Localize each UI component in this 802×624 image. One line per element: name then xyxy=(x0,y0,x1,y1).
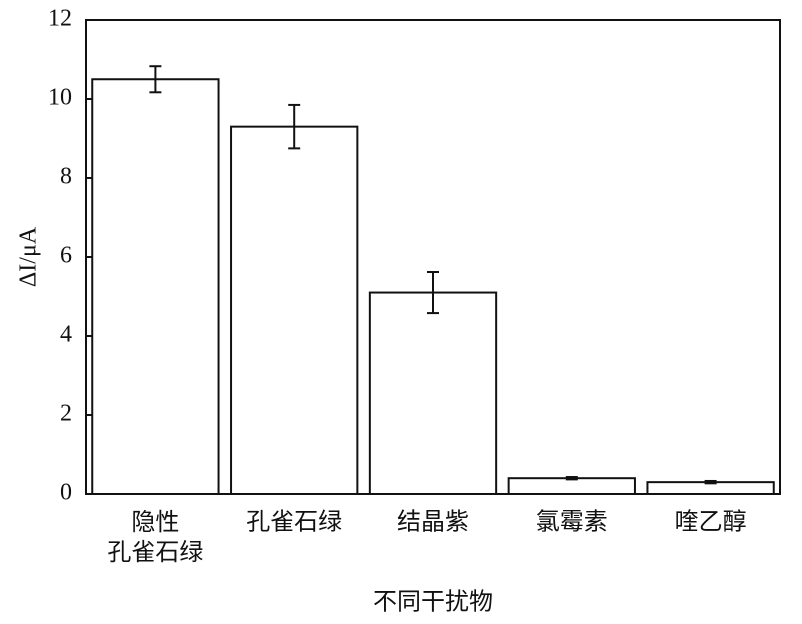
error-bar xyxy=(149,65,162,94)
error-bar xyxy=(565,476,578,481)
x-axis-label: 不同干扰物 xyxy=(373,589,493,616)
bar xyxy=(230,125,359,496)
y-tick-label: 4 xyxy=(60,322,72,348)
error-bar xyxy=(288,103,301,150)
error-bar xyxy=(704,479,717,485)
x-tick-label: 喹乙醇 xyxy=(675,509,747,536)
y-tick-label: 8 xyxy=(60,164,72,190)
bar xyxy=(507,477,636,496)
error-bar xyxy=(427,271,439,315)
y-axis-label: ΔI/μA xyxy=(16,226,42,287)
y-tick-label: 2 xyxy=(60,401,72,427)
x-tick-label: 氯霉素 xyxy=(536,509,608,536)
x-tick-label: 结晶紫 xyxy=(397,509,469,536)
x-tick-label: 孔雀石绿 xyxy=(246,509,342,536)
y-tick-label: 6 xyxy=(60,243,72,269)
bar xyxy=(91,78,220,495)
y-tick-label: 12 xyxy=(48,6,72,32)
y-tick-label: 0 xyxy=(60,480,72,506)
bar xyxy=(368,291,498,495)
x-tick-label: 隐性孔雀石绿 xyxy=(107,509,203,566)
y-tick-label: 10 xyxy=(48,85,72,111)
plot-frame xyxy=(85,19,781,495)
